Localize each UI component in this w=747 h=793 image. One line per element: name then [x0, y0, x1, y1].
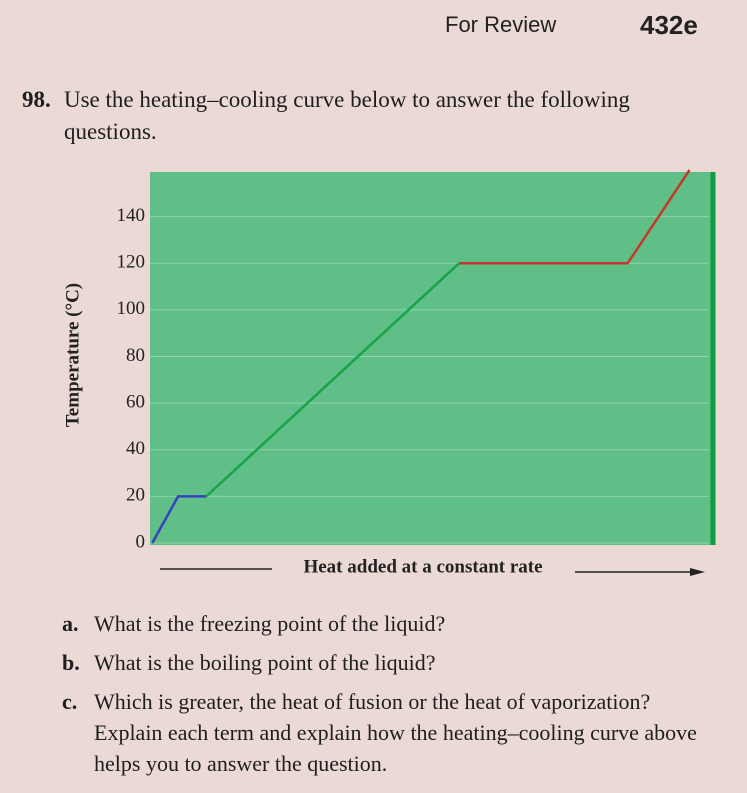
curve-segment	[205, 262, 460, 498]
y-tick-label: 60	[126, 391, 145, 412]
part-text: Which is greater, the heat of fusion or …	[94, 689, 697, 776]
y-tick-label: 80	[126, 345, 145, 366]
part-label: b.	[62, 650, 80, 675]
part-text: What is the freezing point of the liquid…	[94, 611, 446, 636]
page-number: 432e	[640, 10, 698, 40]
y-tick-label: 120	[117, 252, 146, 273]
part-label: a.	[62, 611, 79, 636]
section-title: For Review	[445, 12, 557, 37]
curve-segment	[459, 169, 691, 265]
y-tick-label: 20	[126, 485, 145, 506]
plot-area	[150, 172, 712, 545]
question-text: Use the heating–cooling curve below to a…	[64, 87, 630, 144]
arrow-head	[690, 568, 705, 576]
y-tick-label: 40	[126, 438, 145, 459]
part-text: What is the boiling point of the liquid?	[94, 650, 436, 675]
question-number: 98.	[22, 87, 51, 112]
part-label: c.	[62, 689, 78, 714]
x-axis-title: Heat added at a constant rate	[303, 556, 542, 577]
curve-segment	[151, 495, 207, 544]
y-tick-label: 140	[117, 205, 146, 226]
y-tick-label: 0	[136, 531, 146, 552]
y-tick-label: 100	[117, 298, 146, 319]
y-axis-title: Temperature (°C)	[62, 283, 83, 427]
